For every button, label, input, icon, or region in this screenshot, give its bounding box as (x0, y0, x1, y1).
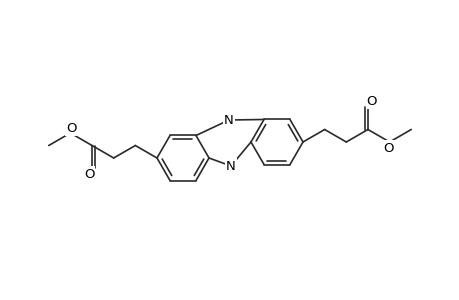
Text: O: O (66, 122, 77, 134)
Text: N: N (226, 160, 235, 172)
Text: O: O (84, 167, 94, 181)
Text: N: N (224, 113, 233, 127)
Text: O: O (366, 94, 376, 107)
Text: O: O (382, 142, 393, 154)
